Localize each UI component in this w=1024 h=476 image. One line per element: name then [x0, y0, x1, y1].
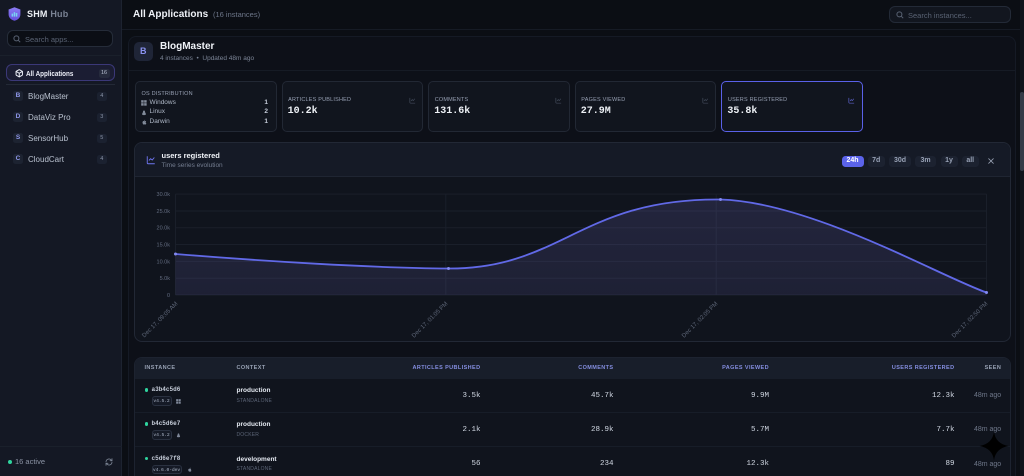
svg-text:Dec 17, 01:05 PM: Dec 17, 01:05 PM: [411, 301, 449, 339]
svg-text:15.0k: 15.0k: [156, 243, 170, 249]
svg-text:10.0k: 10.0k: [156, 259, 170, 265]
svg-text:20.0k: 20.0k: [156, 226, 170, 232]
svg-text:25.0k: 25.0k: [156, 209, 170, 215]
svg-text:0: 0: [166, 293, 169, 299]
svg-text:Dec 17, 09:05 AM: Dec 17, 09:05 AM: [141, 301, 179, 339]
svg-text:30.0k: 30.0k: [156, 192, 170, 198]
svg-text:Dec 17, 02:05 PM: Dec 17, 02:05 PM: [681, 301, 719, 339]
svg-text:Dec 17, 02:50 PM: Dec 17, 02:50 PM: [951, 301, 989, 339]
svg-text:5.0k: 5.0k: [159, 276, 170, 282]
